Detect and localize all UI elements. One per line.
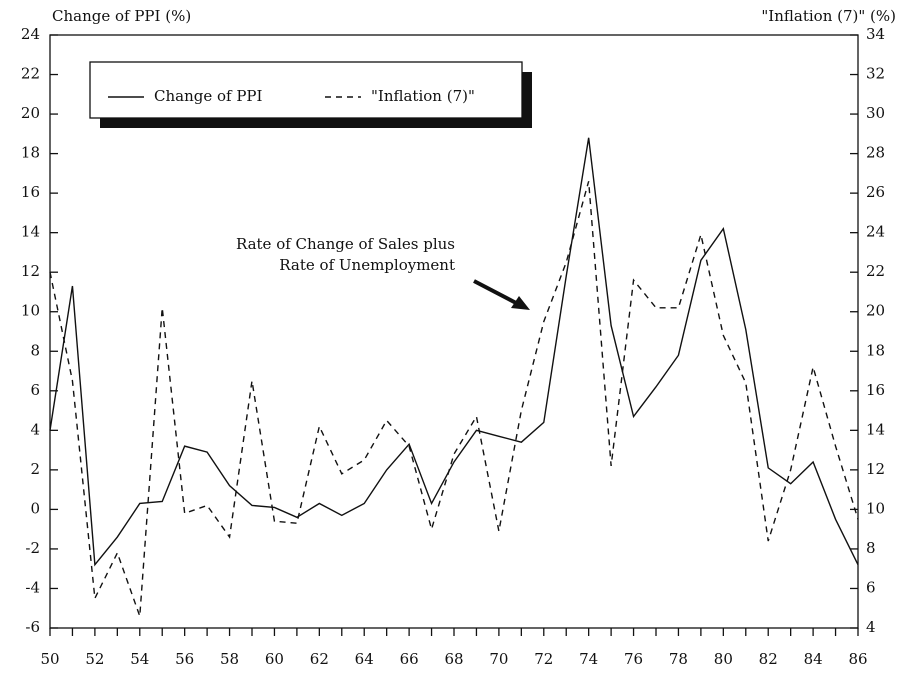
legend-label: Change of PPI bbox=[154, 87, 263, 105]
series-line bbox=[49, 181, 859, 617]
x-tick-label: 76 bbox=[624, 650, 643, 668]
y-tick-label: -4 bbox=[25, 578, 40, 596]
x-tick-label: 82 bbox=[759, 650, 778, 668]
annotation: Rate of Unemployment bbox=[279, 256, 455, 274]
y-tick-label: 24 bbox=[21, 25, 40, 43]
y2-tick-label: 32 bbox=[866, 65, 885, 83]
x-tick-label: 64 bbox=[355, 650, 374, 668]
series-line bbox=[49, 137, 859, 567]
arrow bbox=[473, 279, 519, 306]
y-tick-label: 20 bbox=[21, 104, 40, 122]
x-tick-label: 70 bbox=[489, 650, 508, 668]
y2-tick-label: 18 bbox=[866, 341, 885, 359]
x-tick-label: 66 bbox=[400, 650, 419, 668]
x-tick-label: 80 bbox=[714, 650, 733, 668]
y-tick-label: 8 bbox=[30, 341, 40, 359]
x-tick-label: 72 bbox=[534, 650, 553, 668]
y-axis-title: Change of PPI (%) bbox=[52, 7, 191, 25]
arrow-head bbox=[511, 296, 530, 310]
y2-tick-label: 28 bbox=[866, 144, 885, 162]
legend bbox=[89, 61, 523, 119]
y-tick-label: 4 bbox=[30, 420, 40, 438]
x-tick-label: 56 bbox=[175, 650, 194, 668]
y-tick-label: 18 bbox=[21, 144, 40, 162]
y2-tick-label: 10 bbox=[866, 499, 885, 517]
x-tick-label: 52 bbox=[85, 650, 104, 668]
y-tick-label: 2 bbox=[30, 460, 40, 478]
y2-tick-label: 24 bbox=[866, 223, 885, 241]
x-tick-label: 84 bbox=[804, 650, 823, 668]
y-tick-label: 10 bbox=[21, 302, 40, 320]
y-tick-label: 14 bbox=[21, 223, 40, 241]
x-tick-label: 78 bbox=[669, 650, 688, 668]
y-tick-label: 0 bbox=[30, 499, 40, 517]
y-tick-label: 22 bbox=[21, 65, 40, 83]
y-tick-label: -2 bbox=[25, 539, 40, 557]
y-tick-label: 6 bbox=[30, 381, 40, 399]
x-tick-label: 54 bbox=[130, 650, 149, 668]
y2-tick-label: 4 bbox=[866, 618, 876, 636]
y2-tick-label: 12 bbox=[866, 460, 885, 478]
annotation: Rate of Change of Sales plus bbox=[236, 235, 455, 253]
y2-tick-label: 16 bbox=[866, 381, 885, 399]
x-tick-label: 86 bbox=[848, 650, 867, 668]
x-tick-label: 58 bbox=[220, 650, 239, 668]
y2-tick-label: 34 bbox=[866, 25, 885, 43]
y-tick-label: 12 bbox=[21, 262, 40, 280]
y2-axis-title: "Inflation (7)" (%) bbox=[761, 7, 896, 25]
x-tick-label: 50 bbox=[40, 650, 59, 668]
y2-tick-label: 30 bbox=[866, 104, 885, 122]
y2-tick-label: 26 bbox=[866, 183, 885, 201]
y2-tick-label: 22 bbox=[866, 262, 885, 280]
legend-label: "Inflation (7)" bbox=[371, 87, 475, 105]
x-tick-label: 68 bbox=[444, 650, 463, 668]
y2-tick-label: 8 bbox=[866, 539, 876, 557]
x-tick-label: 60 bbox=[265, 650, 284, 668]
x-tick-label: 62 bbox=[310, 650, 329, 668]
y-tick-label: -6 bbox=[25, 618, 40, 636]
y2-tick-label: 14 bbox=[866, 420, 885, 438]
x-tick-label: 74 bbox=[579, 650, 598, 668]
y-tick-label: 16 bbox=[21, 183, 40, 201]
y2-tick-label: 6 bbox=[866, 578, 876, 596]
y2-tick-label: 20 bbox=[866, 302, 885, 320]
